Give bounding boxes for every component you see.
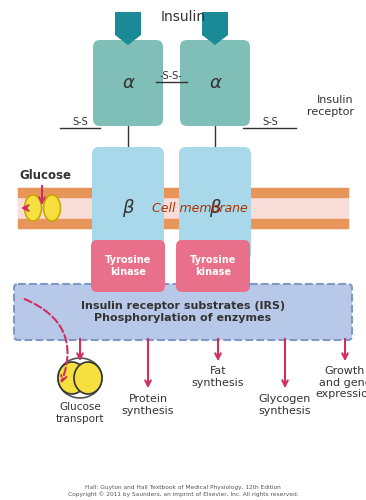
Polygon shape xyxy=(115,12,141,45)
Text: Growth
and gene
expression: Growth and gene expression xyxy=(315,366,366,399)
Text: β: β xyxy=(209,199,221,217)
Ellipse shape xyxy=(58,362,86,394)
Text: α: α xyxy=(209,74,221,92)
Text: β: β xyxy=(122,199,134,217)
Text: Insulin
receptor: Insulin receptor xyxy=(307,95,354,116)
Text: Tyrosine
kinase: Tyrosine kinase xyxy=(105,255,151,277)
Bar xyxy=(18,188,348,228)
Polygon shape xyxy=(202,12,228,45)
Text: α: α xyxy=(122,74,134,92)
FancyBboxPatch shape xyxy=(14,284,352,340)
FancyBboxPatch shape xyxy=(176,240,250,292)
FancyArrowPatch shape xyxy=(25,299,68,381)
FancyBboxPatch shape xyxy=(92,147,164,261)
Ellipse shape xyxy=(58,358,102,398)
Text: Fat
synthesis: Fat synthesis xyxy=(192,366,244,388)
Text: Insulin receptor substrates (IRS)
Phosphorylation of enzymes: Insulin receptor substrates (IRS) Phosph… xyxy=(81,301,285,323)
Text: S-S: S-S xyxy=(262,117,278,127)
Text: Tyrosine
kinase: Tyrosine kinase xyxy=(190,255,236,277)
Bar xyxy=(18,219,348,228)
Text: Cell membrane: Cell membrane xyxy=(152,202,248,214)
Ellipse shape xyxy=(74,362,102,394)
FancyBboxPatch shape xyxy=(179,147,251,261)
FancyBboxPatch shape xyxy=(180,40,250,126)
Text: Protein
synthesis: Protein synthesis xyxy=(122,394,174,415)
Text: Glucose: Glucose xyxy=(19,169,71,182)
FancyBboxPatch shape xyxy=(91,240,165,292)
Text: -S-S-: -S-S- xyxy=(160,71,182,81)
FancyBboxPatch shape xyxy=(93,40,163,126)
Text: Insulin: Insulin xyxy=(160,10,206,24)
Ellipse shape xyxy=(25,195,41,221)
Text: Glycogen
synthesis: Glycogen synthesis xyxy=(259,394,311,415)
Text: Copyright © 2011 by Saunders, an imprint of Elsevier, Inc. All rights reserved.: Copyright © 2011 by Saunders, an imprint… xyxy=(68,492,298,497)
Text: Glucose
transport: Glucose transport xyxy=(56,402,104,423)
Bar xyxy=(18,188,348,197)
Text: Hall: Guyton and Hall Textbook of Medical Physiology, 12th Edition: Hall: Guyton and Hall Textbook of Medica… xyxy=(85,485,281,490)
Text: S-S: S-S xyxy=(72,117,88,127)
Ellipse shape xyxy=(44,195,60,221)
